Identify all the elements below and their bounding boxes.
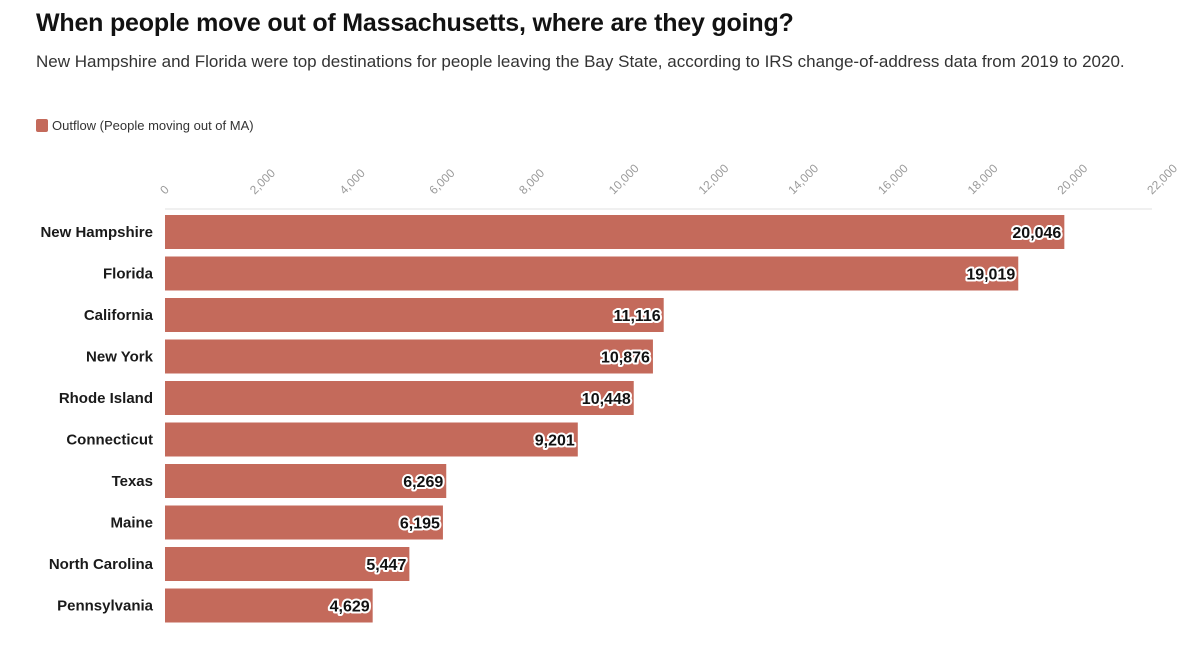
x-tick-label: 2,000 — [247, 166, 278, 197]
category-label: California — [84, 307, 154, 324]
bar — [165, 298, 664, 332]
bar — [165, 215, 1065, 249]
legend: Outflow (People moving out of MA) — [36, 118, 254, 133]
value-label: 5,447 — [366, 557, 406, 574]
x-tick-label: 22,000 — [1144, 161, 1180, 197]
x-axis: 0 2,000 4,000 6,000 8,000 10,000 12,000 14,000 1… — [157, 161, 1180, 210]
category-label: Connecticut — [66, 432, 153, 449]
category-label: New York — [86, 349, 154, 366]
x-tick-label: 8,000 — [516, 166, 547, 197]
value-label: 6,195 — [400, 516, 440, 533]
value-label: 9,201 — [535, 433, 575, 450]
chart-title: When people move out of Massachusetts, w… — [36, 9, 794, 37]
value-label: 20,046 — [1012, 225, 1061, 242]
bar — [165, 547, 410, 581]
x-tick-label: 16,000 — [875, 161, 911, 197]
value-label: 4,629 — [330, 599, 370, 616]
bar — [165, 588, 373, 623]
x-tick-label: 12,000 — [696, 161, 732, 197]
category-label: North Carolina — [49, 556, 154, 573]
category-label: Rhode Island — [59, 390, 153, 407]
x-tick-label: 0 — [157, 182, 172, 197]
category-label: Florida — [103, 266, 154, 283]
category-labels: New Hampshire Florida California New York Rh… — [40, 224, 153, 615]
value-label: 10,448 — [582, 391, 631, 408]
bar — [165, 256, 1019, 291]
chart-subtitle: New Hampshire and Florida were top desti… — [36, 52, 1125, 71]
bar — [165, 464, 447, 498]
value-label: 11,116 — [614, 308, 661, 325]
x-tick-label: 14,000 — [785, 161, 821, 197]
bar — [165, 339, 653, 374]
category-label: Texas — [112, 473, 153, 490]
x-tick-label: 20,000 — [1054, 161, 1090, 197]
legend-label: Outflow (People moving out of MA) — [52, 118, 254, 133]
x-tick-label: 4,000 — [337, 166, 368, 197]
x-tick-label: 6,000 — [426, 166, 457, 197]
category-label: New Hampshire — [40, 224, 153, 241]
category-label: Pennsylvania — [57, 598, 154, 615]
bar — [165, 422, 578, 457]
x-tick-label: 18,000 — [965, 161, 1001, 197]
bar — [165, 505, 443, 540]
bars — [165, 215, 1065, 623]
value-label: 6,269 — [403, 474, 443, 491]
bar — [165, 381, 634, 415]
value-label: 19,019 — [966, 267, 1015, 284]
value-labels: 20,046 19,019 11,116 10,876 10,448 9,201 6,269… — [328, 223, 1064, 618]
legend-swatch — [36, 119, 48, 132]
x-tick-label: 10,000 — [606, 161, 642, 197]
value-label: 10,876 — [601, 350, 650, 367]
category-label: Maine — [110, 515, 153, 532]
